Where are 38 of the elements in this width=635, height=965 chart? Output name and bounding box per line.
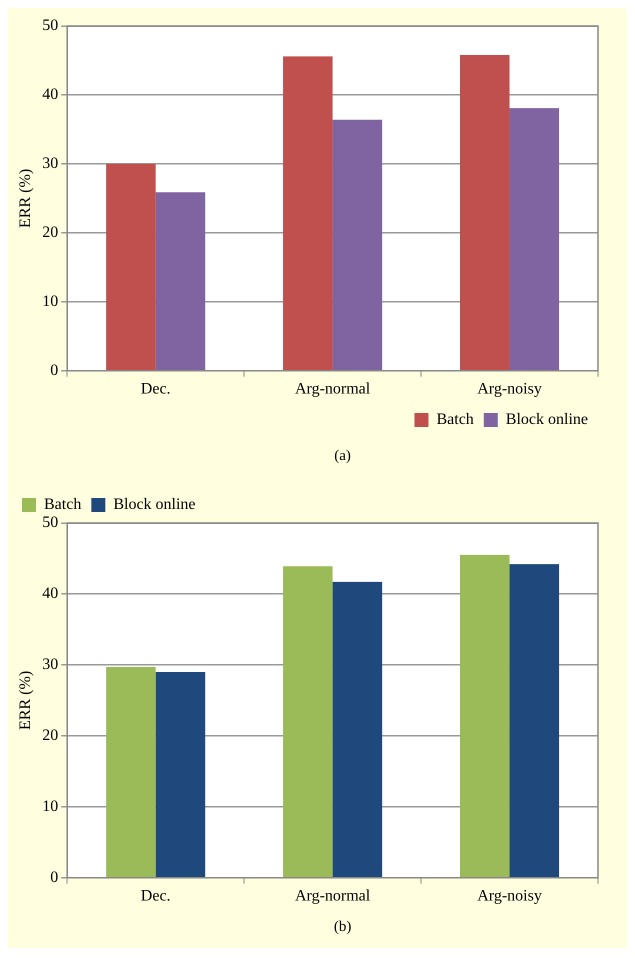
bar xyxy=(283,56,333,370)
bar xyxy=(332,120,382,370)
bar xyxy=(460,54,510,370)
legend-label: Block online xyxy=(113,496,196,514)
bar xyxy=(332,582,382,878)
y-tick-label: 0 xyxy=(50,869,58,886)
legend-label: Batch xyxy=(44,496,82,514)
x-tick-label: Arg-normal xyxy=(294,888,371,905)
y-axis-title: ERR (%) xyxy=(16,670,34,730)
bar xyxy=(510,108,560,370)
y-tick-label: 50 xyxy=(42,17,58,34)
y-tick-label: 20 xyxy=(42,224,58,242)
bar xyxy=(106,164,156,370)
y-tick-label: 50 xyxy=(42,514,58,532)
x-tick-label: Dec. xyxy=(140,380,171,398)
y-tick-label: 0 xyxy=(50,362,58,380)
x-tick-label: Arg-normal xyxy=(294,380,371,398)
bar xyxy=(106,667,156,878)
x-tick-label: Arg-noisy xyxy=(477,888,542,905)
y-tick-label: 30 xyxy=(42,656,58,674)
y-axis-title: ERR (%) xyxy=(16,168,34,228)
y-tick-label: 30 xyxy=(42,155,58,172)
y-tick-label: 40 xyxy=(42,585,58,602)
bar xyxy=(460,554,510,878)
y-tick-label: 10 xyxy=(42,798,58,816)
y-tick-label: 20 xyxy=(42,727,58,744)
bar xyxy=(156,672,206,878)
legend-label: Block online xyxy=(506,411,588,428)
text: (a) xyxy=(333,448,352,465)
bar xyxy=(510,564,560,878)
bar xyxy=(283,566,333,878)
legend-label: Batch xyxy=(436,411,474,428)
y-tick-label: 40 xyxy=(42,86,58,104)
x-tick-label: Arg-noisy xyxy=(477,380,542,398)
text: (b) xyxy=(332,919,352,936)
y-tick-label: 10 xyxy=(42,293,58,310)
x-tick-label: Dec. xyxy=(140,888,171,905)
bar xyxy=(156,192,206,370)
